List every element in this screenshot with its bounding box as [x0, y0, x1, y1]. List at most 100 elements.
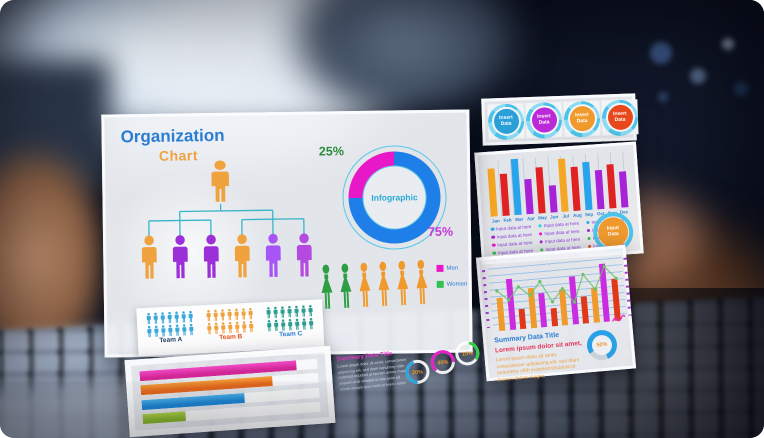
- axis-tick: [628, 313, 632, 316]
- male-figure-icon: [168, 324, 173, 337]
- svg-text:10%: 10%: [462, 351, 474, 358]
- org-tree-children: [138, 233, 316, 281]
- member-icon: [233, 307, 240, 320]
- male-figure-icon: [203, 234, 219, 278]
- gender-figures: [318, 259, 431, 310]
- male-figure-icon: [294, 305, 299, 317]
- insert-data-panel: Insert Data Insert Data Insert Data Insert …: [481, 93, 639, 146]
- member-icon: [213, 321, 220, 334]
- male-figure-icon: [227, 308, 232, 321]
- svg-text:20%: 20%: [412, 369, 424, 376]
- male-figure-icon: [266, 307, 271, 319]
- male-figure-icon: [189, 323, 194, 336]
- female-figure: [394, 260, 412, 307]
- member-icon: [294, 317, 301, 330]
- legend-label: Women: [446, 280, 468, 288]
- bokeh-light: [734, 82, 748, 96]
- insert-data-label: Insert Data: [569, 105, 595, 132]
- month-label: Sep: [584, 211, 594, 218]
- org-title: Organization: [120, 125, 225, 147]
- bar: [142, 411, 186, 425]
- progress-rings: 20% 40% 10%: [403, 339, 486, 388]
- member-icon: [153, 324, 160, 337]
- team-group: Team B: [202, 307, 258, 350]
- progress-ring: 10%: [455, 341, 480, 366]
- male-figure-icon: [146, 312, 151, 325]
- month-label: Jan: [491, 218, 500, 224]
- member-icon: [286, 305, 293, 318]
- male-figure-icon: [287, 306, 292, 318]
- legend-label: Men: [446, 265, 459, 272]
- legend-label: Input data at here: [496, 231, 533, 240]
- male-figure-icon: [273, 306, 278, 319]
- summary-trend-line: [495, 264, 618, 304]
- axis-tick: [485, 312, 489, 314]
- male-figure-icon: [154, 325, 159, 337]
- member-icon: [181, 323, 188, 336]
- org-connectors: [148, 203, 305, 243]
- progress-donut-label: 50%: [596, 341, 608, 349]
- member-icon: [248, 320, 255, 333]
- member-icon: [307, 304, 314, 317]
- male-figure-icon: [280, 306, 285, 318]
- scribble-icon: [612, 314, 626, 322]
- male-figure-icon: [220, 309, 225, 321]
- org-person: [231, 233, 254, 279]
- member-icon: [187, 310, 194, 323]
- insert-data-label: Insert Data: [531, 107, 557, 133]
- legend-dot: [491, 235, 495, 240]
- bokeh-light: [658, 92, 668, 102]
- female-figure: [375, 261, 393, 308]
- member-icon: [188, 323, 195, 336]
- member-icon: [166, 311, 173, 324]
- month-label: Feb: [503, 217, 512, 223]
- male-figure-icon: [308, 305, 313, 317]
- team-group: Team C: [262, 304, 318, 347]
- male-figure-icon: [241, 308, 246, 320]
- male-figure-icon: [309, 317, 314, 330]
- axis-tick: [624, 271, 628, 274]
- legend-dot: [538, 231, 543, 236]
- legend-swatch: [436, 280, 444, 288]
- team-box: Team A Team B Team C: [136, 299, 325, 357]
- male-figure-icon: [207, 322, 212, 335]
- male-figure-icon: [153, 312, 158, 324]
- insert-data-cell: Insert Data: [487, 102, 525, 140]
- org-chart-panel: Organization Chart Team A Team B Team C 25…: [101, 109, 473, 358]
- male-figure-icon: [167, 311, 172, 324]
- axis-tick: [624, 264, 628, 267]
- legend-dot: [490, 227, 495, 232]
- male-figure-icon: [267, 320, 272, 332]
- insert-data-ring: Insert Data: [525, 101, 563, 139]
- member-icon: [226, 308, 233, 321]
- axis-tick: [623, 257, 627, 260]
- team-members: [263, 304, 316, 332]
- month-label: Mar: [515, 216, 524, 223]
- legend-label: Input data at here: [544, 228, 580, 237]
- org-person: [169, 234, 192, 280]
- month-label: May: [537, 214, 548, 221]
- legend-dot: [586, 228, 591, 233]
- female-figure-icon: [340, 263, 352, 308]
- org-person: [293, 233, 316, 279]
- bar: [582, 161, 593, 211]
- male-figure-icon: [160, 312, 165, 324]
- member-icon: [146, 325, 153, 338]
- axis-tick: [627, 299, 631, 302]
- axis-tick: [486, 319, 490, 322]
- member-icon: [300, 304, 307, 317]
- male-figure-icon: [228, 321, 233, 334]
- male-figure-icon: [302, 318, 307, 330]
- insert-data-ring: Insert Data: [563, 100, 601, 138]
- legend-dot: [491, 243, 496, 248]
- member-icon: [206, 322, 213, 335]
- legend-item: Input data at here: [539, 237, 580, 245]
- team-members: [143, 309, 196, 338]
- male-figure-icon: [172, 235, 188, 279]
- insert-data-ring: Insert Data: [601, 98, 639, 136]
- team-label: Team B: [219, 333, 243, 342]
- male-figure-icon: [274, 319, 279, 332]
- member-icon: [280, 318, 287, 331]
- member-icon: [241, 320, 248, 333]
